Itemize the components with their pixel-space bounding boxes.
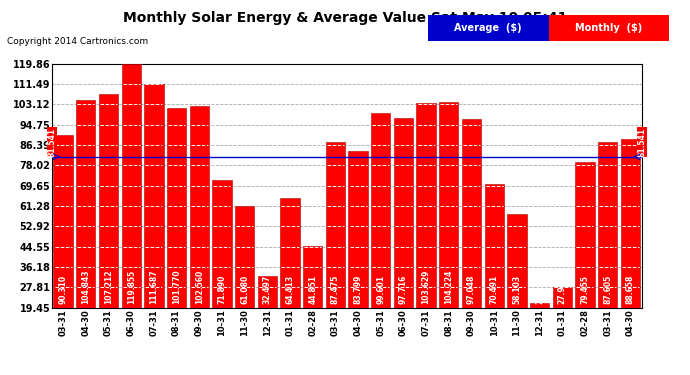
Bar [121, 64, 141, 308]
Text: 99.601: 99.601 [376, 275, 385, 304]
Bar [303, 246, 322, 308]
Text: Copyright 2014 Cartronics.com: Copyright 2014 Cartronics.com [7, 38, 148, 46]
Text: 27.986: 27.986 [558, 274, 566, 304]
Text: Monthly Solar Energy & Average Value Sat May 10 05:41: Monthly Solar Energy & Average Value Sat… [123, 11, 567, 25]
Bar [190, 106, 209, 308]
Text: 44.851: 44.851 [308, 275, 317, 304]
Bar [598, 142, 618, 308]
Text: 104.224: 104.224 [444, 270, 453, 304]
Text: 71.890: 71.890 [217, 274, 226, 304]
Text: 104.843: 104.843 [81, 269, 90, 304]
Text: Monthly  ($): Monthly ($) [575, 23, 642, 33]
Bar [326, 142, 345, 308]
Text: 107.212: 107.212 [104, 269, 113, 304]
Bar [462, 119, 481, 308]
Text: 97.716: 97.716 [399, 274, 408, 304]
Text: 64.413: 64.413 [286, 275, 295, 304]
Bar [507, 214, 526, 308]
Bar [144, 84, 164, 308]
Bar [484, 184, 504, 308]
Bar [235, 207, 254, 308]
Text: 32.497: 32.497 [263, 274, 272, 304]
Text: Average  ($): Average ($) [454, 23, 522, 33]
Bar [394, 117, 413, 308]
Bar [553, 287, 572, 308]
Bar [76, 100, 95, 308]
Text: 119.855: 119.855 [127, 270, 136, 304]
Text: 87.475: 87.475 [331, 274, 340, 304]
Bar [348, 151, 368, 308]
Bar [621, 140, 640, 308]
Text: 58.103: 58.103 [513, 275, 522, 304]
Text: 21.414: 21.414 [535, 275, 544, 304]
Text: 90.310: 90.310 [59, 275, 68, 304]
Bar [213, 180, 232, 308]
Text: 79.455: 79.455 [580, 275, 589, 304]
Text: 81.541: 81.541 [637, 128, 647, 157]
Text: 102.560: 102.560 [195, 270, 204, 304]
Bar [417, 103, 436, 308]
Bar [53, 135, 72, 308]
Text: 87.605: 87.605 [603, 274, 612, 304]
Bar [167, 108, 186, 307]
Bar [371, 113, 391, 308]
Bar [99, 94, 118, 308]
Text: 61.080: 61.080 [240, 274, 249, 304]
Bar [530, 303, 549, 307]
Bar [575, 162, 595, 308]
Text: 83.799: 83.799 [353, 274, 362, 304]
Bar [440, 102, 458, 308]
Text: 81.541: 81.541 [47, 128, 57, 157]
Bar [257, 276, 277, 308]
Text: 111.687: 111.687 [149, 269, 159, 304]
Text: 88.658: 88.658 [626, 274, 635, 304]
Text: 97.048: 97.048 [467, 274, 476, 304]
Text: 103.629: 103.629 [422, 270, 431, 304]
Text: 70.491: 70.491 [490, 274, 499, 304]
Text: 101.770: 101.770 [172, 269, 181, 304]
Bar [280, 198, 299, 308]
